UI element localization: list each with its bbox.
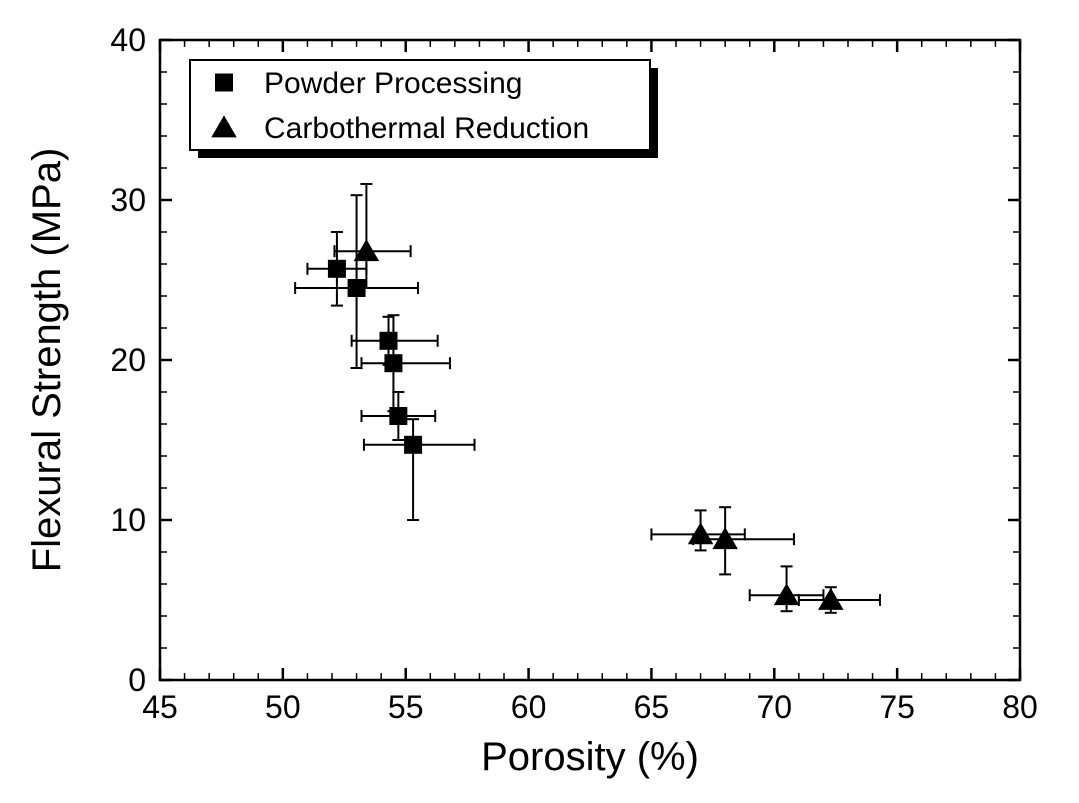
- square-marker: [328, 260, 346, 278]
- x-tick-label: 60: [511, 689, 547, 725]
- y-tick-label: 10: [110, 502, 146, 538]
- square-marker: [404, 436, 422, 454]
- x-tick-label: 80: [1002, 689, 1038, 725]
- scatter-chart: 45 50 55 60 65 70 75 80 0 10 20 30 40 Porosity (%) Fle…: [0, 0, 1079, 803]
- x-tick-label: 50: [265, 689, 301, 725]
- y-tick-label: 40: [110, 22, 146, 58]
- legend-label: Carbothermal Reduction: [264, 112, 589, 145]
- y-tick-label: 0: [128, 662, 146, 698]
- y-axis-label: Flexural Strength (MPa): [25, 148, 69, 573]
- x-tick-label: 55: [388, 689, 424, 725]
- x-axis-label: Porosity (%): [481, 735, 699, 779]
- y-tick-label: 30: [110, 182, 146, 218]
- x-tick-label: 45: [142, 689, 178, 725]
- x-tick-label: 65: [634, 689, 670, 725]
- chart-container: 45 50 55 60 65 70 75 80 0 10 20 30 40 Porosity (%) Fle…: [0, 0, 1079, 803]
- x-tick-label: 70: [756, 689, 792, 725]
- square-marker: [384, 354, 402, 372]
- square-marker: [380, 332, 398, 350]
- x-tick-label: 75: [879, 689, 915, 725]
- legend-label: Powder Processing: [264, 67, 522, 100]
- square-marker: [348, 279, 366, 297]
- square-marker: [215, 74, 233, 92]
- square-marker: [389, 407, 407, 425]
- y-tick-label: 20: [110, 342, 146, 378]
